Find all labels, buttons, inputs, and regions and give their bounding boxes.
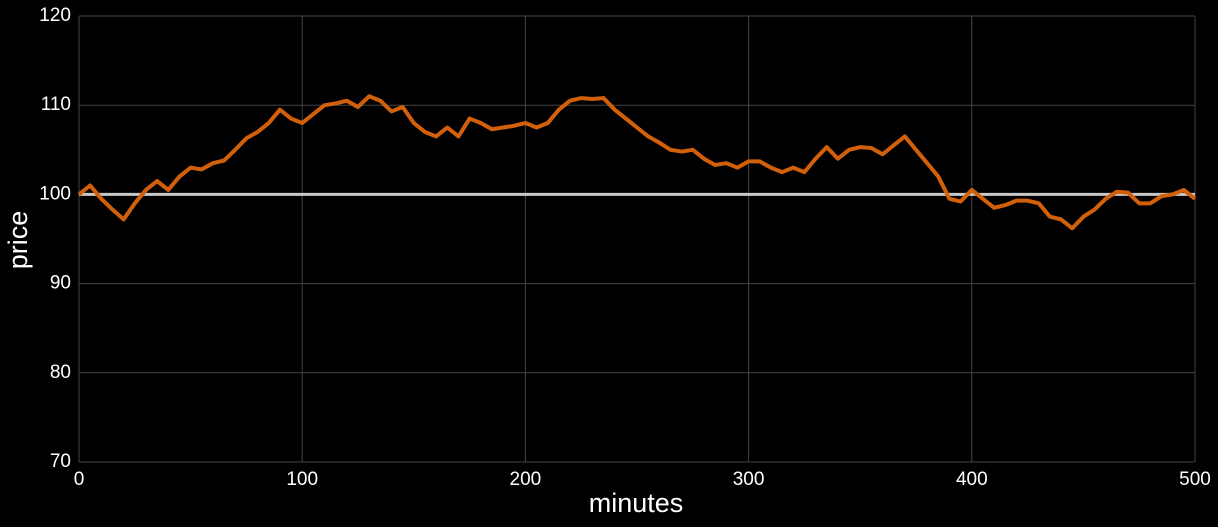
x-tick-label: 100 xyxy=(286,469,318,490)
x-tick-label: 500 xyxy=(1179,469,1211,490)
y-axis-label: price xyxy=(3,211,33,270)
y-tick-label: 110 xyxy=(41,94,71,115)
y-tick-label: 90 xyxy=(50,273,71,294)
x-axis-label: minutes xyxy=(589,488,684,518)
y-tick-label: 70 xyxy=(50,451,71,472)
y-tick-label: 120 xyxy=(39,5,71,26)
x-tick-label: 400 xyxy=(956,469,988,490)
y-tick-label: 80 xyxy=(50,362,71,383)
x-tick-label: 200 xyxy=(510,469,542,490)
y-tick-label: 100 xyxy=(39,183,71,204)
x-tick-label: 300 xyxy=(733,469,765,490)
price-line xyxy=(77,94,1197,231)
x-tick-label: 0 xyxy=(74,469,85,490)
